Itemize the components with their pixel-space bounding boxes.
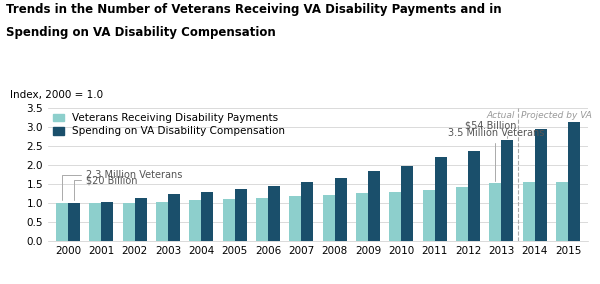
Text: Index, 2000 = 1.0: Index, 2000 = 1.0: [10, 90, 103, 100]
Text: 2.3 Million Veterans: 2.3 Million Veterans: [62, 170, 183, 201]
Bar: [568, 122, 580, 241]
Text: Projected by VA: Projected by VA: [521, 111, 592, 120]
Bar: [468, 151, 480, 241]
Bar: [434, 157, 446, 241]
Bar: [502, 140, 514, 241]
Text: Actual: Actual: [486, 111, 515, 120]
Bar: [456, 187, 468, 241]
Bar: [401, 166, 413, 241]
Bar: [523, 182, 535, 241]
Bar: [101, 202, 113, 241]
Bar: [323, 195, 335, 241]
Text: $20 Billion: $20 Billion: [74, 175, 138, 201]
Bar: [490, 183, 502, 241]
Bar: [122, 203, 134, 241]
Text: 3.5 Million Veterans: 3.5 Million Veterans: [448, 128, 544, 181]
Bar: [268, 186, 280, 241]
Bar: [190, 200, 202, 241]
Bar: [556, 182, 568, 241]
Bar: [422, 190, 434, 241]
Bar: [356, 193, 368, 241]
Bar: [368, 171, 380, 241]
Text: $54 Billion: $54 Billion: [464, 120, 516, 137]
Bar: [89, 203, 101, 241]
Text: Trends in the Number of Veterans Receiving VA Disability Payments and in: Trends in the Number of Veterans Receivi…: [6, 3, 502, 16]
Bar: [156, 202, 168, 241]
Bar: [289, 197, 301, 241]
Bar: [202, 192, 214, 241]
Bar: [235, 189, 247, 241]
Bar: [335, 178, 347, 241]
Legend: Veterans Receiving Disability Payments, Spending on VA Disability Compensation: Veterans Receiving Disability Payments, …: [53, 113, 285, 136]
Bar: [535, 129, 547, 241]
Bar: [256, 198, 268, 241]
Bar: [56, 203, 68, 241]
Bar: [301, 181, 313, 241]
Bar: [68, 203, 80, 241]
Bar: [134, 198, 146, 241]
Bar: [223, 199, 235, 241]
Text: Spending on VA Disability Compensation: Spending on VA Disability Compensation: [6, 26, 276, 39]
Bar: [168, 194, 180, 241]
Bar: [389, 192, 401, 241]
